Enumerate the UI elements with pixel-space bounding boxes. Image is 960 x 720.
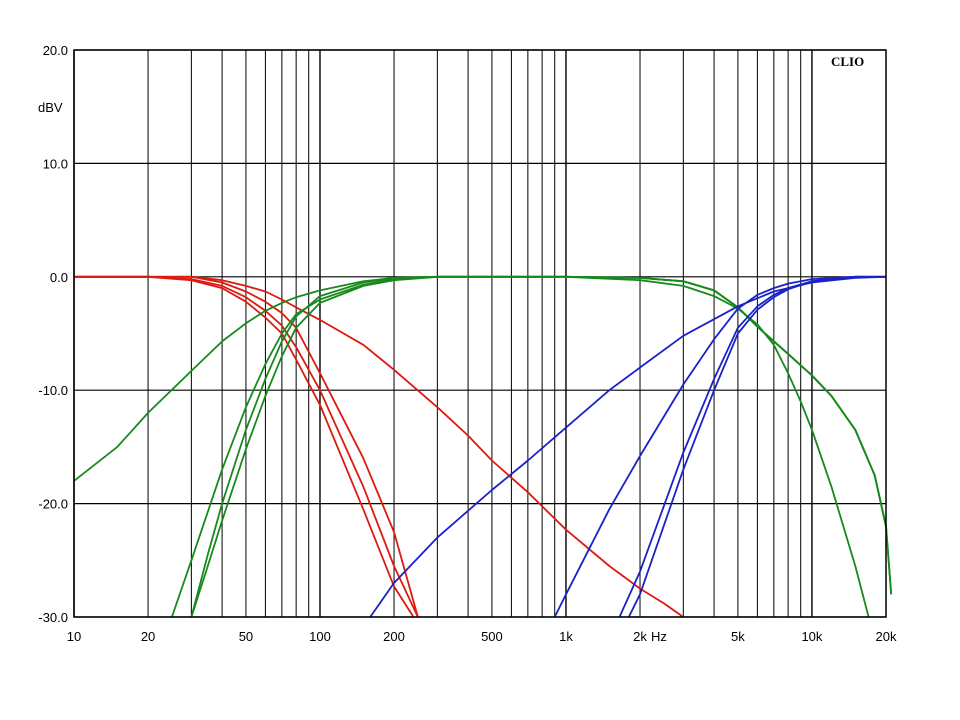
x-tick-label: 10 bbox=[67, 629, 81, 644]
x-tick-label: 5k bbox=[731, 629, 745, 644]
curve-mid-5 bbox=[171, 275, 887, 618]
curve-high-8 bbox=[369, 275, 887, 618]
x-tick-label: 50 bbox=[239, 629, 253, 644]
x-axis-label: Hz bbox=[651, 629, 667, 644]
response-curves bbox=[73, 275, 893, 618]
x-tick-label: 1k bbox=[559, 629, 573, 644]
curve-low-3 bbox=[74, 275, 684, 618]
y-tick-label: 20.0 bbox=[43, 43, 68, 58]
curve-low-1 bbox=[74, 275, 419, 618]
x-tick-label: 20 bbox=[141, 629, 155, 644]
curve-high-9 bbox=[553, 275, 886, 618]
curve-high-11 bbox=[627, 275, 886, 618]
y-axis-label: dBV bbox=[38, 100, 63, 115]
y-tick-label: -10.0 bbox=[38, 383, 68, 398]
x-tick-label: 500 bbox=[481, 629, 503, 644]
y-tick-label: 10.0 bbox=[43, 156, 68, 171]
x-tick-label: 20k bbox=[876, 629, 897, 644]
y-tick-label: -30.0 bbox=[38, 610, 68, 625]
y-tick-labels: 20.0 10.0 0.0 -10.0 -20.0 -30.0 bbox=[38, 43, 68, 625]
clio-brand-label: CLIO bbox=[831, 54, 864, 69]
curve-mid-4 bbox=[73, 275, 870, 618]
y-tick-label: -20.0 bbox=[38, 497, 68, 512]
x-tick-label: 100 bbox=[309, 629, 331, 644]
curve-high-10 bbox=[618, 275, 886, 618]
y-tick-label: 0.0 bbox=[50, 270, 68, 285]
x-tick-label: 200 bbox=[383, 629, 405, 644]
curve-low-0 bbox=[74, 275, 415, 618]
x-tick-label: 10k bbox=[801, 629, 822, 644]
plot-frame bbox=[73, 49, 887, 618]
curve-mid-7 bbox=[190, 275, 893, 618]
x-tick-label: 2k bbox=[633, 629, 647, 644]
x-tick-labels: 10 20 50 100 200 500 1k 2k 5k 10k 20k bbox=[67, 629, 897, 644]
